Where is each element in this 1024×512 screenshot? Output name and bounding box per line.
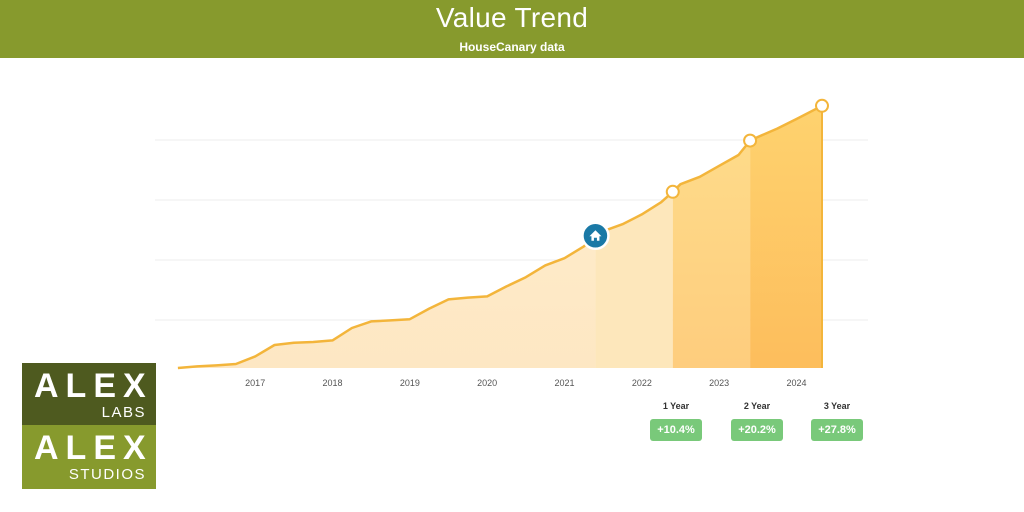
stat-3-year-label: 3 Year <box>823 401 851 411</box>
value-line <box>177 104 823 370</box>
area-fill-before-1-year <box>177 105 596 369</box>
period-marker-3 <box>815 98 829 113</box>
logo-labs-wordmark: ALEX <box>34 367 153 405</box>
stat-1-year: 1 Year +10.4% <box>648 400 704 441</box>
area-fill-3-year <box>750 105 822 369</box>
period-marker-1 <box>665 184 680 199</box>
alex-logo: ALEX LABS ALEX STUDIOS <box>22 363 156 489</box>
x-tick-label: 2022 <box>632 378 652 388</box>
x-tick-label: 2023 <box>709 378 729 388</box>
period-marker-2 <box>743 133 758 148</box>
x-tick-label: 2017 <box>245 378 265 388</box>
stat-2-year: 2 Year +20.2% <box>729 400 785 441</box>
logo-studios-text: STUDIOS <box>68 466 146 483</box>
page-title: Value Trend <box>435 2 589 33</box>
x-tick-label: 2021 <box>554 378 574 388</box>
page-subtitle: HouseCanary data <box>459 40 565 54</box>
area-fill <box>177 105 822 369</box>
area-fill-2-year <box>672 105 751 369</box>
logo-labs-block: ALEX LABS <box>22 363 156 425</box>
logo-labs-text: LABS <box>101 404 146 421</box>
current-value-marker[interactable] <box>581 221 610 251</box>
header-banner: Value Trend HouseCanary data <box>0 0 1024 58</box>
x-tick-label: 2024 <box>786 378 806 388</box>
logo-studios-block: ALEX STUDIOS <box>22 425 156 489</box>
logo-studios-wordmark: ALEX <box>34 429 153 467</box>
stat-1-year-badge: +10.4% <box>650 419 702 441</box>
stat-2-year-badge: +20.2% <box>731 419 783 441</box>
x-axis-ticks: 2017 2018 2019 2020 2021 2022 2023 2024 <box>245 378 806 388</box>
stat-1-year-label: 1 Year <box>662 401 690 411</box>
x-tick-label: 2019 <box>400 378 420 388</box>
stat-3-year: 3 Year +27.8% <box>809 400 865 441</box>
period-markers <box>665 98 829 199</box>
stat-3-year-badge: +27.8% <box>811 419 863 441</box>
x-tick-label: 2020 <box>477 378 497 388</box>
house-icon <box>589 230 602 241</box>
x-tick-label: 2018 <box>323 378 343 388</box>
stat-2-year-label: 2 Year <box>743 401 771 411</box>
value-trend-chart: 2017 2018 2019 2020 2021 2022 2023 2024 <box>155 98 868 388</box>
